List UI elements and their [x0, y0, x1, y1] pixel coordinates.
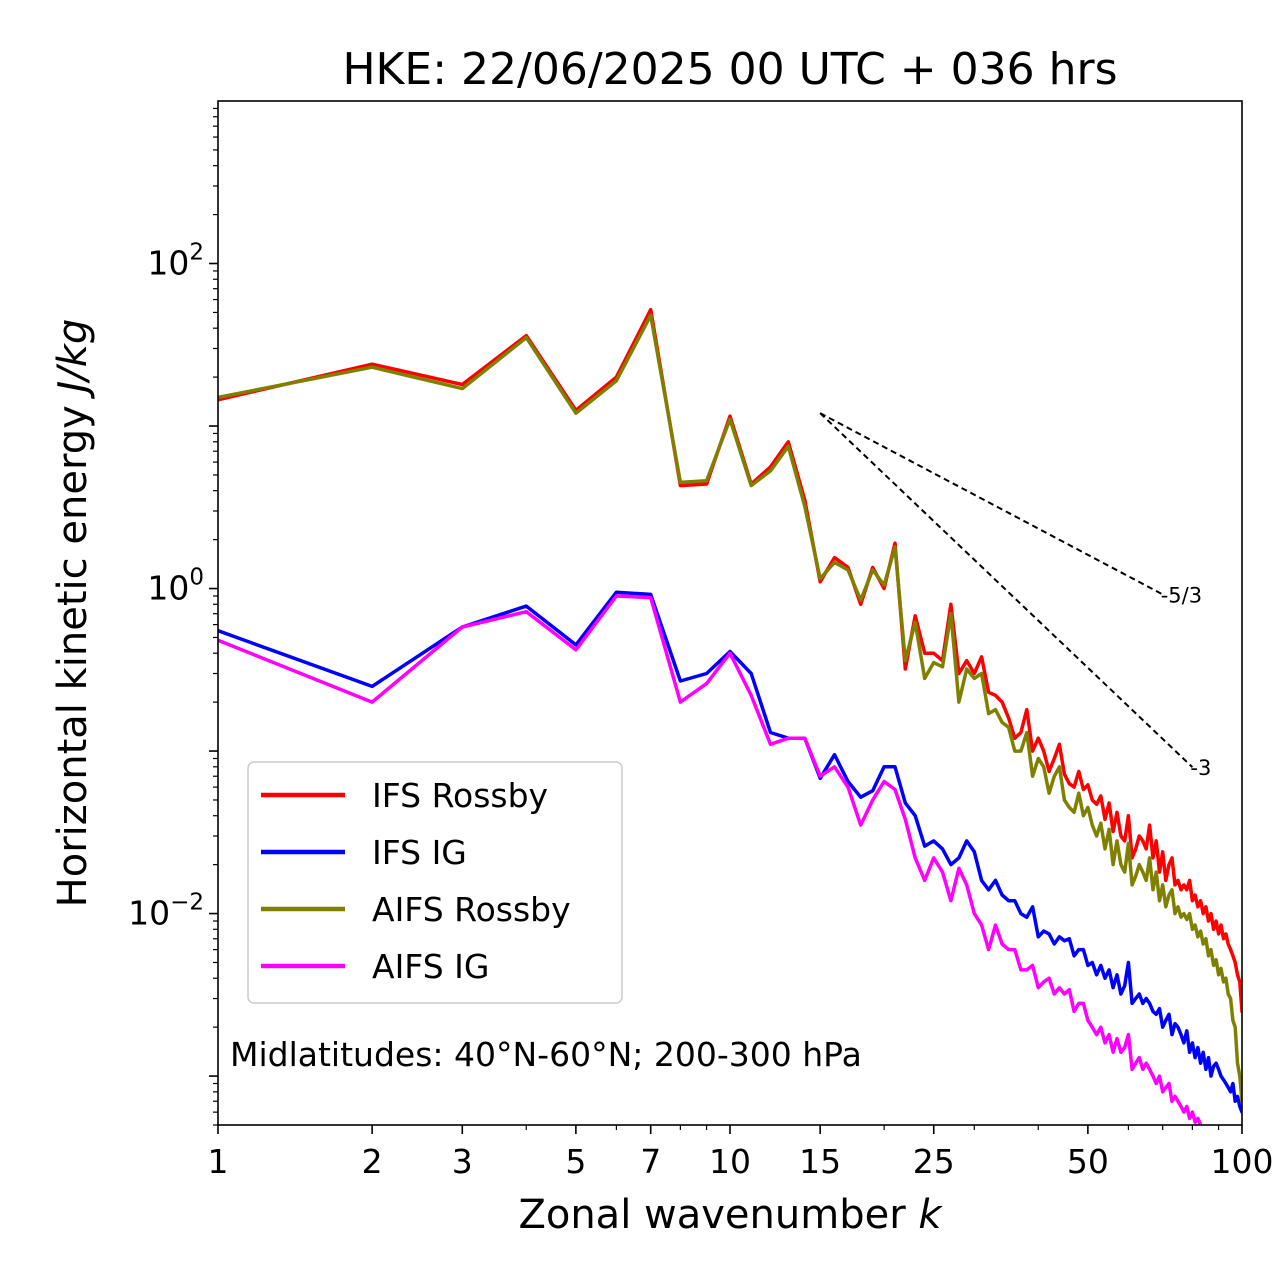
legend-entries: IFS Rossby IFS IG AIFS Rossby AIFS IG	[261, 776, 571, 986]
reference-slope-layer: -5/3 -3	[819, 412, 1211, 780]
y-tick-label: 100	[147, 565, 204, 608]
y-tick-label: 10−2	[128, 890, 204, 933]
reference-line-slope-3	[819, 412, 1194, 768]
x-axis-ticks: 1 2 3 5 7 10 15 25 50 100	[208, 1125, 1274, 1181]
x-tick-label: 5	[565, 1142, 586, 1181]
reference-line-slope-5-3	[819, 412, 1164, 596]
series-line-aifs-rossby	[218, 313, 1242, 1104]
legend-label-ifs-rossby: IFS Rossby	[372, 776, 548, 815]
x-axis-label: Zonal wavenumber k	[518, 1192, 943, 1238]
x-tick-label: 1	[208, 1142, 229, 1181]
x-tick-label: 10	[709, 1142, 751, 1181]
x-tick-label: 25	[913, 1142, 955, 1181]
y-axis-label-text: Horizontal kinetic energy	[50, 393, 96, 908]
x-axis-label-text: Zonal wavenumber	[518, 1192, 918, 1238]
y-axis-ticks: 10−2 100 102	[128, 107, 218, 1126]
y-axis-label-italic: J/kg	[50, 319, 96, 400]
x-axis-label-italic: k	[918, 1192, 943, 1238]
x-tick-label: 50	[1067, 1142, 1109, 1181]
legend-label-aifs-rossby: AIFS Rossby	[372, 890, 571, 929]
legend-label-aifs-ig: AIFS IG	[372, 947, 489, 986]
region-annotation: Midlatitudes: 40°N-60°N; 200-300 hPa	[230, 1035, 862, 1074]
x-tick-label: 2	[362, 1142, 383, 1181]
series-line-ifs-ig	[218, 590, 1242, 1114]
series-line-aifs-ig	[218, 594, 1203, 1125]
reference-line-label-3: -3	[1190, 756, 1211, 780]
legend-box	[247, 761, 623, 1004]
x-tick-label: 3	[452, 1142, 473, 1181]
series-layer	[218, 307, 1242, 1125]
legend-label-ifs-ig: IFS IG	[372, 833, 467, 872]
legend: IFS Rossby IFS IG AIFS Rossby AIFS IG	[247, 761, 623, 1004]
reference-line-label-5-3: -5/3	[1161, 583, 1202, 607]
plot-area: -5/3 -3 1 2 3 5 7 10 15 25 50 100 10−2 100 102	[128, 100, 1274, 1181]
chart-title: HKE: 22/06/2025 00 UTC + 036 hrs	[342, 44, 1117, 95]
y-axis-label: Horizontal kinetic energy J/kg	[50, 319, 96, 908]
y-tick-label: 102	[147, 240, 204, 283]
x-tick-label: 7	[640, 1142, 661, 1181]
x-tick-label: 100	[1211, 1142, 1274, 1181]
x-tick-label: 15	[799, 1142, 841, 1181]
